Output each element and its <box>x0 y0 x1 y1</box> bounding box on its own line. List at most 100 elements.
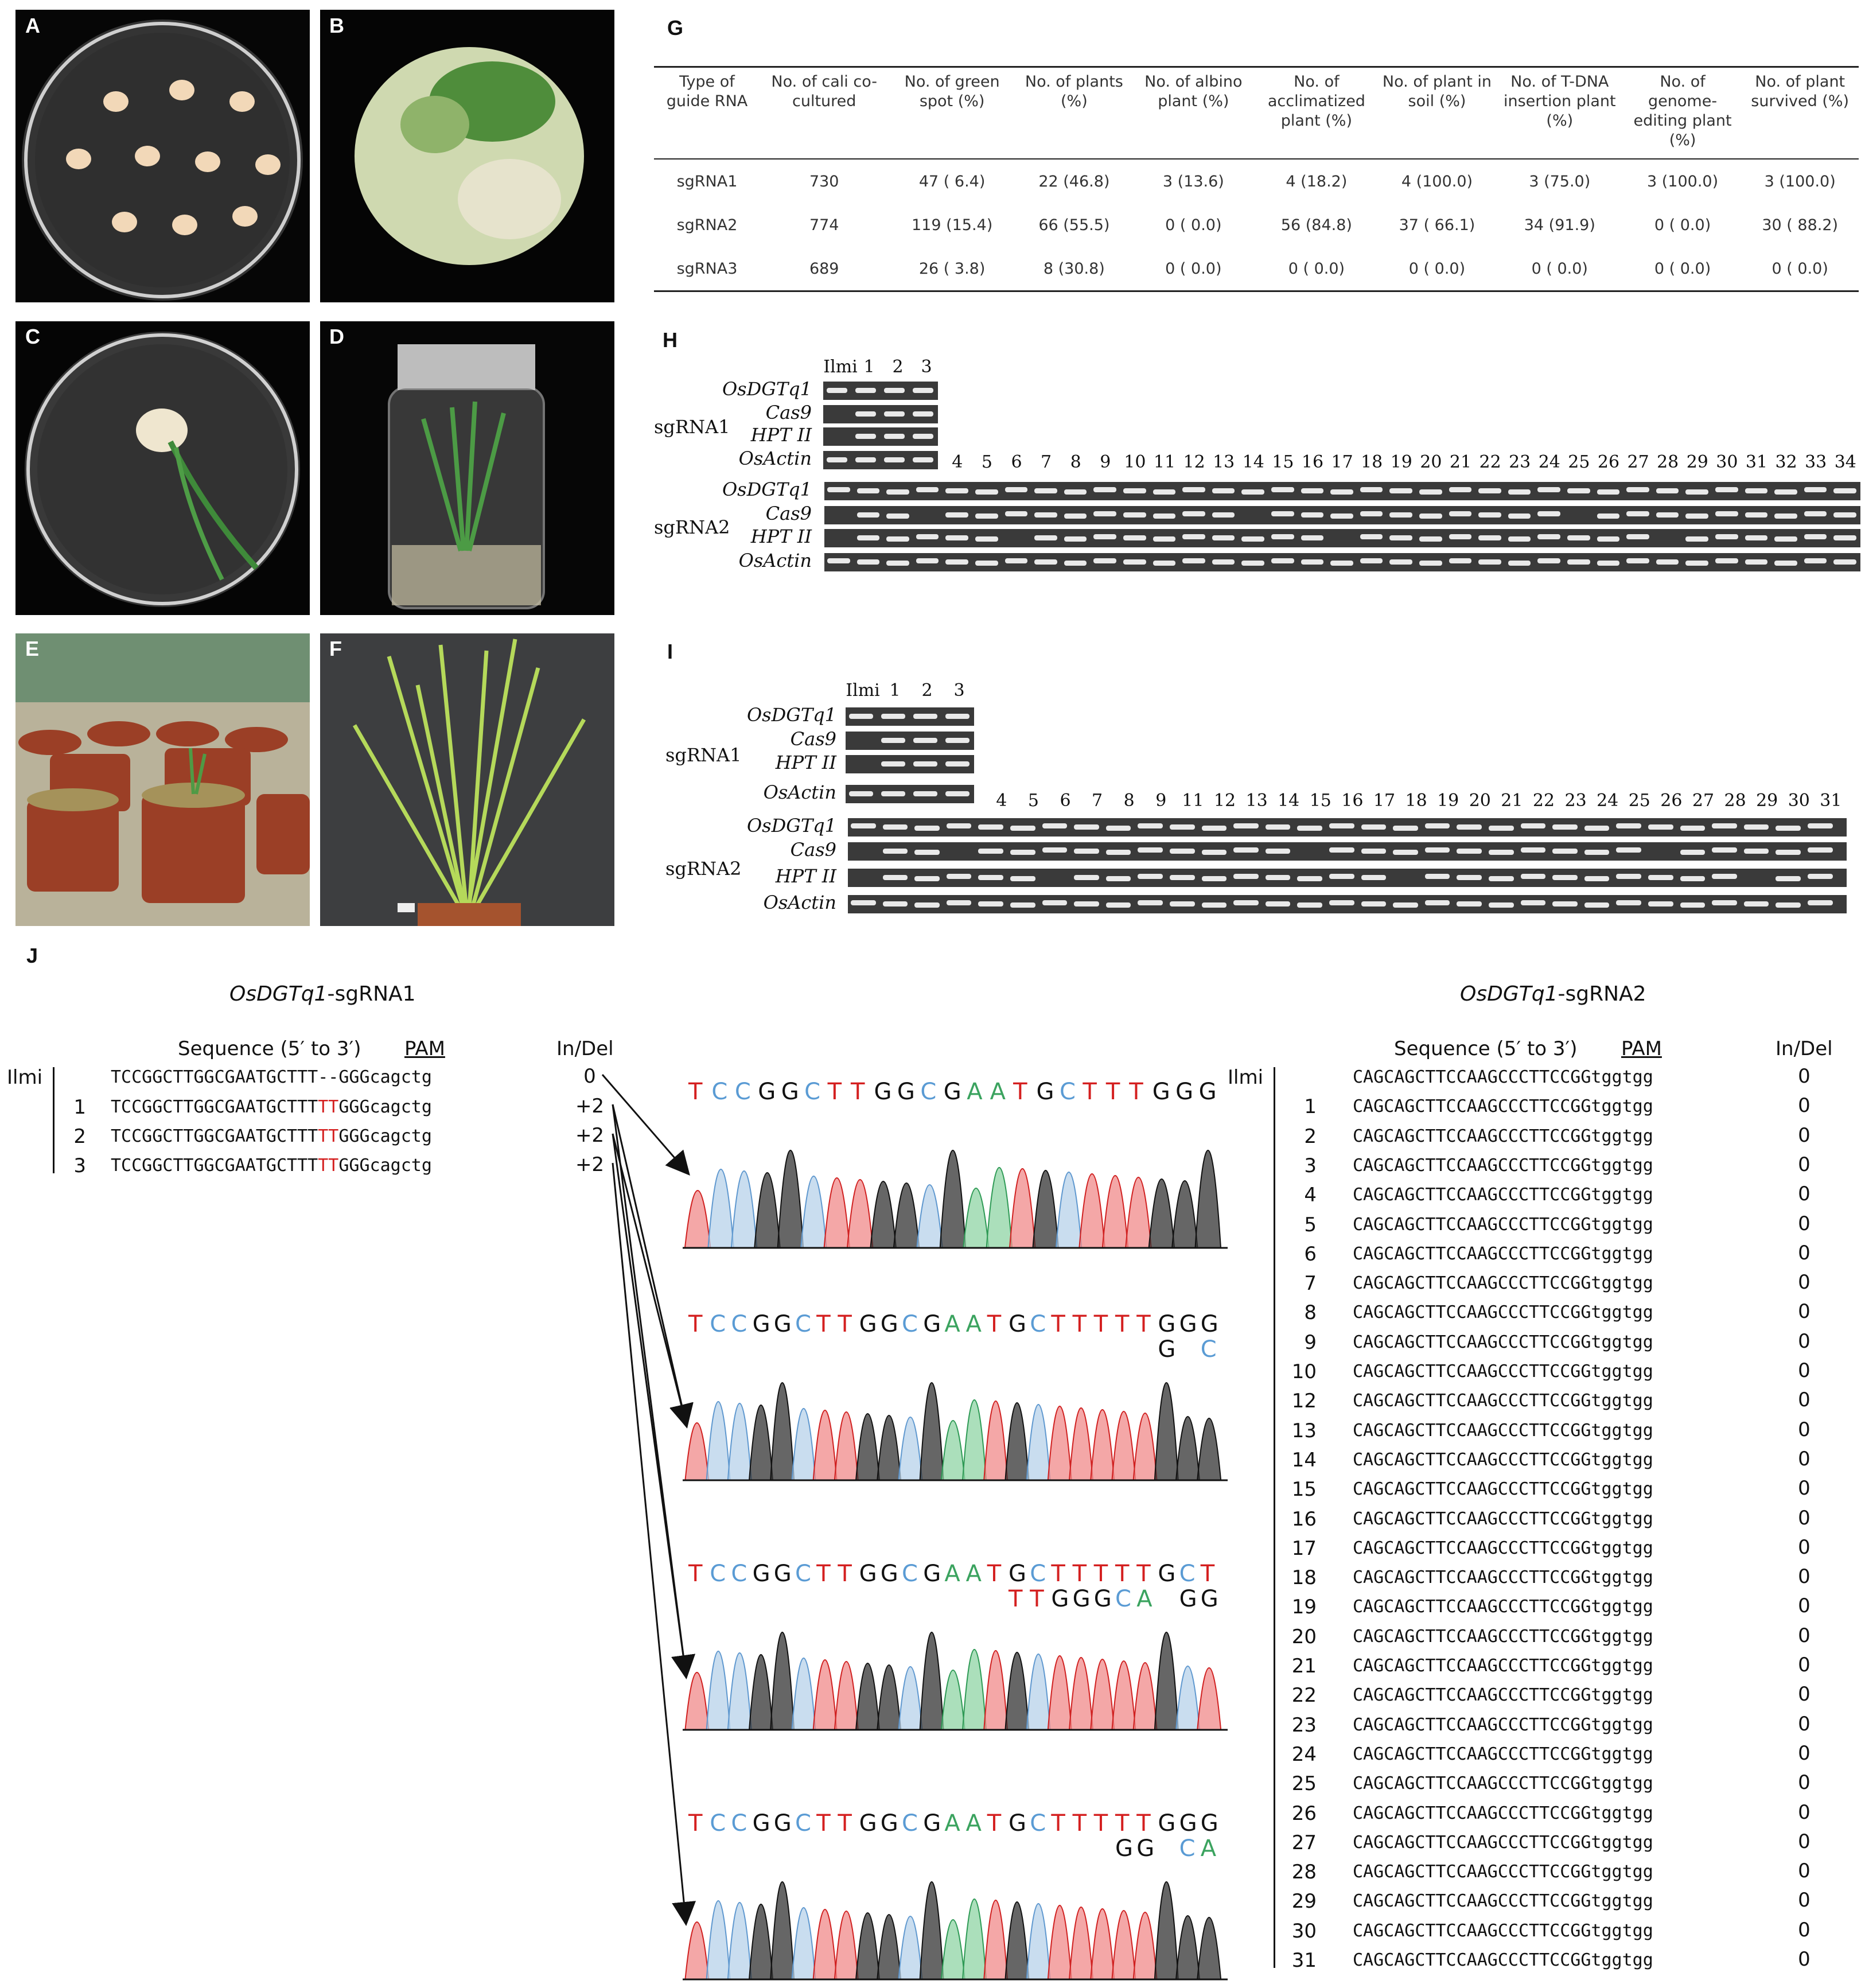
gel-band <box>1042 823 1068 828</box>
gel-band <box>1776 876 1801 881</box>
photo-a <box>15 10 310 302</box>
gel-band <box>881 738 905 743</box>
gel-band <box>1123 535 1146 540</box>
chromatogram-peak <box>706 1651 731 1730</box>
column-header: No. of genome-editing plant (%) <box>1633 73 1732 149</box>
sample-id: 17 <box>1291 1536 1317 1560</box>
gel-band <box>1153 513 1176 519</box>
gel-band <box>1537 511 1560 516</box>
chromatogram-peak <box>898 1666 923 1730</box>
chromatogram-peak <box>898 1916 923 1980</box>
gel-band <box>1567 559 1590 565</box>
gel-band <box>1233 847 1259 853</box>
indel-value: +2 <box>575 1124 605 1147</box>
gel-band <box>855 411 876 417</box>
gel-band <box>1301 535 1324 540</box>
gel-band <box>1712 874 1737 879</box>
table-cell: 0 ( 0.0) <box>1654 216 1711 234</box>
indel-header: In/Del <box>556 1037 614 1060</box>
gel-band <box>1004 511 1028 516</box>
gel-band <box>1297 876 1322 881</box>
chromatogram-peak <box>1175 1666 1200 1730</box>
base-call: T <box>688 1079 703 1105</box>
gel-band <box>1138 847 1163 853</box>
sample-id: 16 <box>1291 1507 1317 1531</box>
secondary-base-call: G <box>1136 1835 1155 1862</box>
sequence-row: CAGCAGCTTCCAAGCCCTTCCGGtggtgg <box>1353 1479 1653 1500</box>
chromatogram-peak <box>1132 1912 1158 1980</box>
base-call: G <box>773 1311 792 1337</box>
chromatogram-peak <box>1111 1910 1136 1980</box>
gel-band <box>1233 900 1259 905</box>
gel-strip <box>824 553 1860 571</box>
table-cell: 34 (91.9) <box>1524 216 1595 234</box>
indel-value: 0 <box>1798 1094 1811 1118</box>
gel-band <box>1537 487 1560 492</box>
gel-band <box>1301 512 1324 518</box>
sample-id: 5 <box>1304 1213 1317 1236</box>
lane-number: 21 <box>1501 791 1523 811</box>
lane-number: 26 <box>1660 791 1683 811</box>
gene-label: HPT II <box>775 752 836 773</box>
chromatogram-peak <box>1026 1404 1051 1481</box>
gel-band <box>1424 874 1450 879</box>
gel-band <box>1833 488 1856 493</box>
base-call: G <box>758 1079 776 1105</box>
chromatogram-peak <box>770 1632 795 1730</box>
gel-band <box>1034 512 1057 518</box>
gel-band <box>914 826 940 831</box>
gel-band <box>913 791 937 796</box>
gel-strip <box>824 506 1860 524</box>
lane-number: 9 <box>1155 791 1167 811</box>
chromatogram-peak <box>940 1420 965 1481</box>
gel-band <box>1584 826 1610 831</box>
petri-dish-calli-image <box>22 20 303 301</box>
base-call: T <box>1105 1079 1120 1105</box>
indel-arrow <box>612 1162 696 1926</box>
lane-number: 3 <box>921 357 932 377</box>
gel-band <box>1064 536 1087 542</box>
lane-number: 15 <box>1309 791 1331 811</box>
gel-band <box>1552 824 1578 830</box>
gel-band <box>913 411 933 417</box>
base-call: G <box>1158 1810 1176 1837</box>
sample-id: Ilmi <box>1228 1066 1264 1089</box>
insertion: TT <box>318 1126 339 1146</box>
gel-band <box>1271 487 1294 492</box>
base-call: T <box>987 1810 1002 1837</box>
chromatogram-trace <box>683 1881 1228 1981</box>
base-call: T <box>1072 1810 1087 1837</box>
lane-number: 8 <box>1123 791 1135 811</box>
base-call: T <box>1072 1561 1087 1587</box>
gel-band <box>1552 901 1578 907</box>
chromatogram-peak <box>940 1919 965 1980</box>
gel-band <box>881 714 905 719</box>
gel-band <box>849 714 873 719</box>
base-call: G <box>1175 1079 1194 1105</box>
guide-suffix: -sgRNA2 <box>1558 982 1646 1006</box>
transformation-table: Type of guide RNA No. of cali co-culture… <box>654 66 1859 292</box>
secondary-base-call: T <box>1030 1586 1044 1612</box>
secondary-base-call: A <box>1136 1586 1153 1612</box>
sequence-5prime: TCCGGCTTGGCGAATGCTTT <box>111 1067 318 1087</box>
gel-band <box>884 434 905 439</box>
sequence-row: CAGCAGCTTCCAAGCCCTTCCGGtggtgg <box>1353 1832 1653 1853</box>
gel-band <box>946 823 972 828</box>
chromatogram-peak <box>1090 1908 1115 1980</box>
indel-value: 0 <box>1798 1447 1811 1470</box>
gel-band <box>1685 536 1708 542</box>
gel-band <box>1424 900 1450 905</box>
gel-band <box>882 875 908 880</box>
gel-band <box>1361 824 1387 830</box>
gel-band <box>1265 849 1291 854</box>
gel-band <box>913 434 933 439</box>
gel-band <box>1656 512 1679 518</box>
gel-band <box>1393 902 1418 908</box>
base-call: G <box>880 1311 898 1337</box>
base-call: G <box>897 1079 915 1105</box>
gel-band <box>886 513 909 519</box>
sample-id: 22 <box>1291 1684 1317 1707</box>
chromatogram-peak <box>770 1382 795 1481</box>
sequence-header: Sequence (5′ to 3′) <box>178 1037 361 1060</box>
chromatogram-peak <box>754 1172 781 1248</box>
